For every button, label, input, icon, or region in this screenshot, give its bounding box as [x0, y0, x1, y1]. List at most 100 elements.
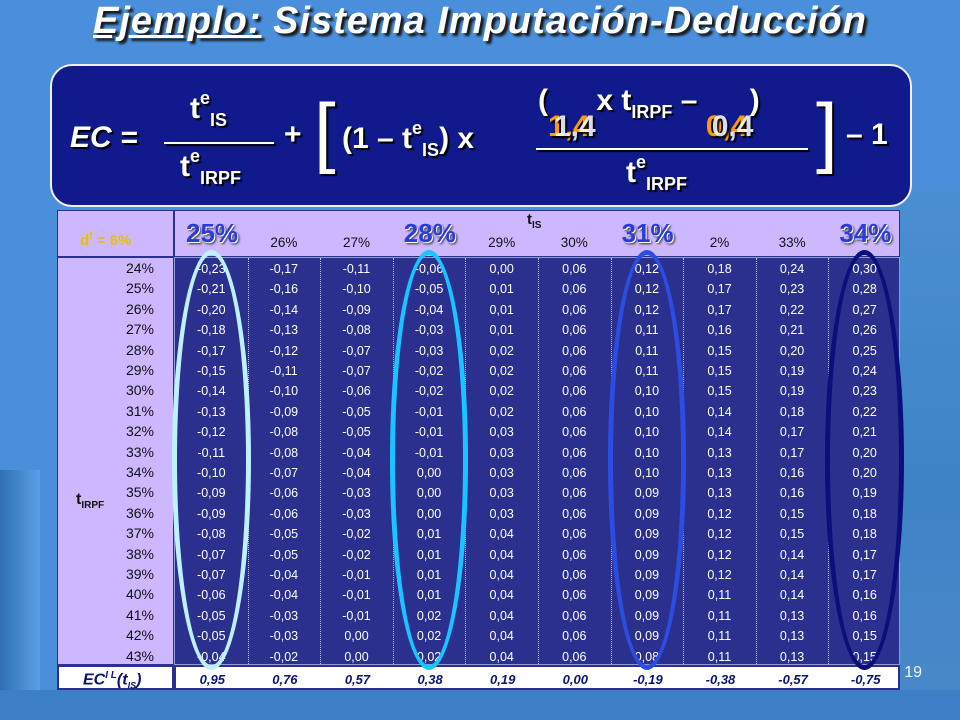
tirpf-t: t — [76, 491, 82, 508]
ec-text: EC — [83, 671, 106, 689]
table-cell: -0,01 — [342, 568, 371, 582]
formula-ec-label: EC = — [70, 121, 138, 154]
table-cell: 0,24 — [779, 262, 805, 276]
ec-footer-values: 0,95 0,76 0,57 0,38 0,19 0,00 -0,19 -0,38 -0,57 -… — [174, 665, 900, 690]
coef-b: 1,4 — [554, 110, 596, 143]
table-cell: 0,11 — [707, 649, 732, 664]
table-cell: 0,06 — [562, 588, 587, 603]
df-d: d — [80, 232, 90, 249]
title-rest: Sistema Imputación-Deducción — [261, 0, 867, 42]
table-cell: 0,04 — [489, 547, 514, 562]
grid-divider — [538, 258, 539, 666]
minus-one: – 1 — [846, 118, 888, 151]
table-cell: 0,04 — [489, 588, 514, 603]
table-cell: -0,08 — [342, 323, 371, 338]
table-cell: -0,07 — [342, 343, 371, 358]
table-cell: 0,12 — [707, 506, 732, 521]
background-panel-left — [0, 470, 40, 720]
column-header: 27% — [342, 235, 370, 250]
table-cell: 0,18 — [779, 404, 805, 419]
ec-footer-label-cell: ECI L(tIS) — [57, 665, 174, 691]
table-cell: -0,08 — [269, 445, 299, 460]
highlighted-column-header: 28% — [403, 218, 456, 248]
table-cell: -0,16 — [269, 282, 299, 297]
footer-value: 0,19 — [490, 672, 516, 687]
table-cell: -0,02 — [269, 649, 299, 664]
table-cell: -0,08 — [269, 425, 299, 440]
table-cell: -0,13 — [269, 323, 299, 338]
numer-close: ) — [749, 84, 760, 117]
background-panel-right — [900, 190, 960, 720]
table-cell: 0,03 — [489, 445, 514, 460]
table-cell: 0,14 — [707, 425, 732, 440]
page-number: 19 — [904, 664, 922, 681]
row-label: 37% — [125, 525, 154, 542]
slide-title: Ejemplo: Sistema Imputación-Deducción — [0, 0, 960, 50]
bracket-close: ] — [816, 87, 838, 175]
fraction2-numerator: (1,4 1,4 x tIRPF – 0,4 0,4) — [538, 84, 760, 143]
const-a: 0,4 — [705, 110, 748, 143]
fraction1-bar — [164, 142, 274, 144]
table-cell: -0,04 — [269, 588, 299, 603]
one-minus-sub: IS — [422, 140, 440, 160]
table-cell: -0,01 — [342, 608, 371, 623]
table-cell: 0,03 — [489, 486, 514, 501]
table-cell: 0,16 — [779, 486, 805, 501]
table-cell: 0,13 — [779, 608, 805, 623]
table-cell: 0,16 — [707, 323, 732, 338]
table-cell: 0,04 — [489, 527, 514, 542]
one-minus-sup: e — [412, 118, 423, 138]
highlighted-column-header: 31% — [621, 218, 674, 248]
footer-value: -0,38 — [705, 672, 736, 687]
footer-value: -0,19 — [633, 672, 663, 687]
table-cell: 0,18 — [707, 262, 732, 276]
highlight-ellipse — [389, 250, 469, 670]
row-label: 25% — [125, 280, 154, 297]
row-label: 32% — [125, 423, 154, 440]
table-cell: -0,10 — [342, 282, 371, 297]
table-cell: 0,06 — [562, 323, 587, 338]
table-cell: 0,06 — [562, 466, 587, 480]
row-label: 30% — [125, 382, 154, 399]
table-cell: -0,17 — [269, 262, 299, 276]
table-cell: 0,13 — [779, 629, 805, 644]
row-label: 38% — [125, 545, 154, 562]
table-cell: -0,06 — [342, 384, 371, 399]
row-label: 26% — [125, 300, 154, 317]
table-cell: 0,16 — [779, 466, 805, 480]
table-cell: -0,05 — [269, 527, 299, 542]
ec-sub: IS — [127, 680, 137, 691]
x-t: x t — [588, 84, 632, 117]
formula-plus: + — [284, 118, 302, 151]
table-cell: 0,06 — [562, 404, 587, 419]
table-cell: -0,04 — [342, 445, 371, 460]
fraction1-denominator: teIRPF — [180, 146, 241, 189]
table-cell: 0,03 — [489, 506, 514, 521]
highlighted-column-header: 25% — [186, 218, 239, 248]
numer-open: ( — [538, 84, 548, 117]
fraction2-den-sup: e — [636, 152, 647, 172]
grid-divider — [320, 258, 322, 666]
table-cell: 0,00 — [489, 262, 514, 276]
row-label: 29% — [125, 362, 154, 378]
footer-value: 0,95 — [199, 672, 225, 687]
table-cell: 0,03 — [489, 425, 514, 440]
table-cell: -0,05 — [269, 547, 299, 562]
row-label: 36% — [125, 504, 154, 521]
df-header-cell: df = 6% — [57, 210, 174, 257]
table-cell: 0,11 — [707, 588, 732, 603]
table-cell: 0,15 — [779, 506, 805, 521]
table-cell: -0,02 — [342, 547, 371, 562]
table-cell: 0,04 — [489, 608, 514, 623]
table-cell: 0,02 — [489, 384, 514, 399]
table-cell: 0,03 — [489, 466, 514, 480]
table-cell: 0,06 — [562, 608, 587, 623]
times-text: ) x — [439, 122, 475, 155]
table-cell: 0,06 — [562, 343, 587, 358]
table-cell: 0,13 — [707, 445, 732, 460]
fraction1-num-t: t — [190, 92, 200, 125]
fraction1-den-sub: IRPF — [200, 168, 242, 188]
footer-value: 0,38 — [417, 672, 443, 687]
table-cell: 0,12 — [707, 547, 732, 562]
fraction1-numerator: teIS — [190, 88, 227, 131]
